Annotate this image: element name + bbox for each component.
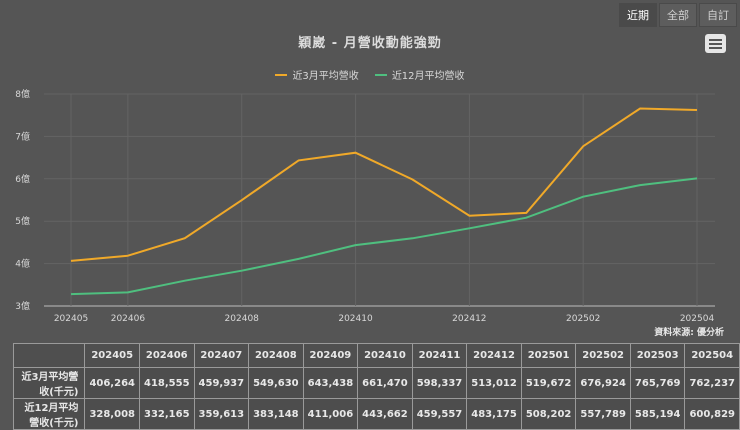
table-cell: 508,202: [520, 398, 577, 430]
table-row-label: 近3月平均營收(千元): [12, 367, 86, 399]
table-cell: 459,557: [411, 398, 468, 430]
y-tick-label: 4億: [15, 258, 30, 270]
table-corner-cell: [12, 343, 86, 368]
chart-title: 穎崴 - 月營收動能強勁: [298, 36, 442, 51]
y-tick-label: 7億: [15, 130, 30, 142]
table-cell: 328,008: [84, 398, 140, 430]
table-cell: 411,006: [302, 398, 359, 430]
table-cell: 483,175: [466, 398, 522, 430]
table-cell: 661,470: [357, 367, 413, 399]
table-header-cell: 202410: [357, 343, 413, 368]
series-line-3m: [70, 107, 698, 262]
table-cell: 418,555: [138, 367, 195, 399]
table-header-cell: 202406: [138, 343, 195, 368]
series-line-12m: [70, 177, 698, 296]
legend-swatch-orange-icon: [275, 73, 288, 76]
table-cell: 600,829: [684, 398, 740, 430]
table-cell: 765,769: [629, 367, 686, 399]
y-axis-labels: 3億 4億 5億 6億 7億 8億: [15, 88, 30, 312]
table-cell: 643,438: [302, 367, 359, 399]
table-cell: 585,194: [629, 398, 686, 430]
range-button-custom[interactable]: 自訂: [699, 3, 737, 27]
table-cell: 459,937: [193, 367, 250, 399]
x-tick-label: 202406: [111, 314, 146, 324]
data-source-credit: 資料來源: 優分析: [654, 328, 724, 338]
data-table: 202405 202406 202407 202408 202409 202410 2024…: [12, 343, 740, 430]
range-selector: 近期 全部 自訂: [619, 3, 737, 27]
x-axis-labels: 202405 202406 202408 202410 202412 202502 2025…: [54, 314, 715, 324]
table-header-cell: 202411: [411, 343, 468, 368]
table-cell: 519,672: [520, 367, 577, 399]
table-cell: 513,012: [466, 367, 522, 399]
table-cell: 557,789: [575, 398, 631, 430]
table-header-cell: 202408: [248, 343, 304, 368]
table-cell: 676,924: [575, 367, 631, 399]
legend-item-3m[interactable]: 近3月平均營收: [275, 67, 359, 82]
table-header-cell: 202503: [629, 343, 686, 368]
y-tick-label: 5億: [15, 215, 30, 227]
hamburger-menu-icon[interactable]: [705, 34, 726, 53]
legend-label: 近12月平均營收: [391, 71, 465, 82]
y-tick-label: 3億: [15, 300, 30, 312]
legend-swatch-green-icon: [374, 73, 387, 76]
table-header-cell: 202409: [302, 343, 359, 368]
table-cell: 406,264: [84, 367, 140, 399]
table-row: 近3月平均營收(千元) 406,264 418,555 459,937 549,630 6…: [12, 367, 740, 399]
table-cell: 762,237: [684, 367, 740, 399]
table-cell: 383,148: [248, 398, 304, 430]
table-header-cell: 202504: [684, 343, 740, 368]
table-cell: 598,337: [411, 367, 468, 399]
table-header-cell: 202407: [193, 343, 250, 368]
chart-grid: [44, 93, 715, 307]
table-header-cell: 202501: [520, 343, 577, 368]
x-tick-label: 202412: [452, 314, 486, 324]
table-cell: 359,613: [193, 398, 250, 430]
x-tick-label: 202504: [680, 314, 715, 324]
table-header-cell: 202502: [575, 343, 631, 368]
table-header-cell: 202412: [466, 343, 522, 368]
table-cell: 332,165: [138, 398, 195, 430]
table-row: 近12月平均營收(千元) 328,008 332,165 359,613 383,148…: [12, 398, 740, 430]
table-header-cell: 202405: [84, 343, 140, 368]
table-cell: 443,662: [357, 398, 413, 430]
table-cell: 549,630: [248, 367, 304, 399]
x-tick-label: 202502: [566, 314, 600, 324]
y-tick-label: 8億: [15, 88, 30, 100]
legend-label: 近3月平均營收: [292, 71, 359, 82]
y-tick-label: 6億: [15, 173, 30, 185]
x-tick-label: 202408: [225, 314, 260, 324]
x-tick-label: 202410: [338, 314, 373, 324]
x-tick-label: 202405: [54, 314, 88, 324]
range-button-recent[interactable]: 近期: [619, 3, 657, 27]
legend-item-12m[interactable]: 近12月平均營收: [374, 67, 465, 82]
table-row-label: 近12月平均營收(千元): [12, 398, 86, 430]
range-button-all[interactable]: 全部: [659, 3, 697, 27]
chart-legend: 近3月平均營收 近12月平均營收: [0, 67, 740, 82]
table-header-row: 202405 202406 202407 202408 202409 202410 2024…: [12, 343, 740, 368]
